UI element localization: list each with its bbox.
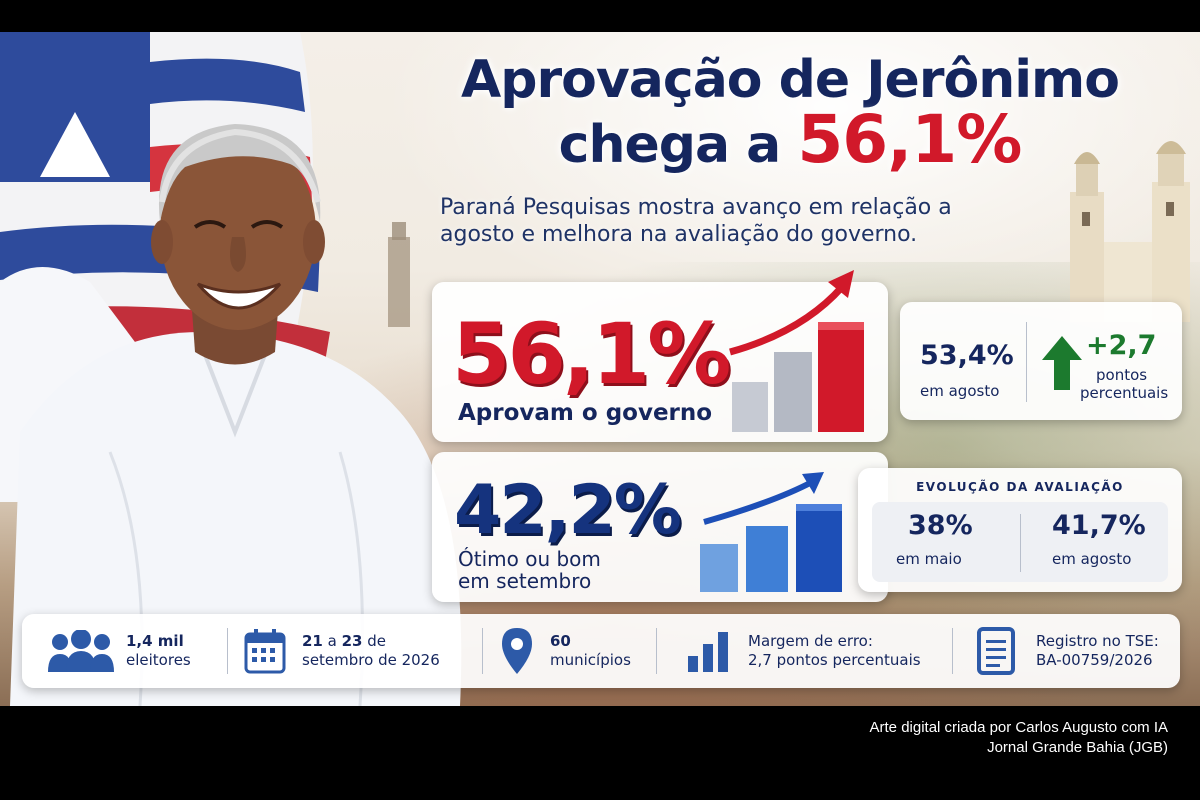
- date-end: 23: [341, 632, 363, 650]
- voters-label: eleitores: [126, 651, 191, 669]
- credit-line2: Jornal Grande Bahia (JGB): [987, 739, 1168, 756]
- rising-bars-red-icon: [729, 270, 864, 432]
- divider: [227, 628, 228, 674]
- document-icon: [977, 627, 1015, 675]
- margin-value: 2,7 pontos percentuais: [748, 651, 921, 669]
- headline-highlight: 56,1%: [797, 101, 1022, 178]
- may-rating-value: 38%: [908, 510, 973, 541]
- bar-chart-icon: [688, 632, 728, 672]
- municipalities-count: 60: [550, 632, 571, 650]
- change-label: pontos percentuais: [1080, 366, 1168, 402]
- divider: [1026, 322, 1027, 402]
- registry-text: Registro no TSE: BA-00759/2026: [1036, 632, 1159, 670]
- approval-card: 56,1% Aprovam o governo: [432, 270, 888, 442]
- top-black-bar: [0, 0, 1200, 32]
- municipalities-text: 60 municípios: [550, 632, 631, 670]
- registry-number: BA-00759/2026: [1036, 651, 1153, 669]
- voters-text: 1,4 mil eleitores: [126, 632, 191, 670]
- headline-line2: chega a 56,1%: [400, 107, 1180, 176]
- credit-line1: Arte digital criada por Carlos Augusto c…: [869, 719, 1168, 736]
- survey-info-bar: 1,4 mil eleitores 21 a 23 de setembro de…: [22, 614, 1180, 688]
- rating-card: 42,2% Ótimo ou bom em setembro: [432, 452, 888, 602]
- rating-label-line2: em setembro: [458, 569, 592, 593]
- subtitle-line2: agosto e melhora na avaliação do governo…: [440, 222, 918, 247]
- rating-label-line1: Ótimo ou bom: [458, 547, 601, 571]
- artwork: Aprovação de Jerônimo chega a 56,1% Para…: [0, 32, 1200, 706]
- august-rating-value: 41,7%: [1052, 510, 1146, 541]
- evolution-card: EVOLUÇÃO DA AVALIAÇÃO 38% em maio 41,7% …: [858, 468, 1182, 592]
- registry-label: Registro no TSE:: [1036, 632, 1159, 650]
- headline-line2-prefix: chega a: [558, 115, 798, 175]
- subtitle-line1: Paraná Pesquisas mostra avanço em relaçã…: [440, 195, 952, 220]
- divider: [482, 628, 483, 674]
- divider: [656, 628, 657, 674]
- divider: [952, 628, 953, 674]
- approval-comparison-card: 53,4% em agosto +2,7 pontos percentuais: [900, 302, 1182, 420]
- image-credit: Arte digital criada por Carlos Augusto c…: [870, 718, 1168, 758]
- date-month-year: setembro de 2026: [302, 651, 440, 669]
- evolution-title: EVOLUÇÃO DA AVALIAÇÃO: [916, 480, 1124, 494]
- rating-value: 42,2%: [454, 471, 682, 550]
- calendar-icon: [244, 629, 286, 674]
- change-label-line1: pontos: [1096, 366, 1148, 384]
- tower-illustration: [388, 222, 410, 327]
- rising-bars-blue-icon: [700, 472, 842, 592]
- approval-value: 56,1%: [452, 305, 731, 403]
- headline-line1: Aprovação de Jerônimo: [461, 50, 1120, 110]
- dates-text: 21 a 23 de setembro de 2026: [302, 632, 440, 670]
- municipalities-label: municípios: [550, 651, 631, 669]
- august-rating-label: em agosto: [1052, 550, 1132, 568]
- subtitle: Paraná Pesquisas mostra avanço em relaçã…: [440, 194, 1000, 248]
- divider: [1020, 514, 1021, 572]
- voters-count: 1,4 mil: [126, 632, 184, 650]
- approval-label: Aprovam o governo: [458, 400, 713, 426]
- headline: Aprovação de Jerônimo chega a 56,1%: [400, 50, 1180, 175]
- people-icon: [48, 630, 114, 672]
- change-label-line2: percentuais: [1080, 384, 1169, 402]
- date-start: 21: [302, 632, 323, 650]
- may-rating-label: em maio: [896, 550, 962, 568]
- date-connector: a: [322, 632, 342, 650]
- evolution-values: 38% em maio 41,7% em agosto: [872, 502, 1168, 582]
- location-pin-icon: [502, 628, 532, 674]
- date-preposition: de: [362, 632, 387, 650]
- rating-label: Ótimo ou bom em setembro: [458, 548, 601, 592]
- change-value: +2,7: [1086, 330, 1157, 361]
- governor-portrait-illustration: [0, 124, 462, 706]
- up-arrow-icon: [1042, 336, 1082, 390]
- margin-text: Margem de erro: 2,7 pontos percentuais: [748, 632, 921, 670]
- previous-approval-label: em agosto: [920, 382, 1000, 400]
- previous-approval-value: 53,4%: [920, 340, 1014, 371]
- margin-label: Margem de erro:: [748, 632, 873, 650]
